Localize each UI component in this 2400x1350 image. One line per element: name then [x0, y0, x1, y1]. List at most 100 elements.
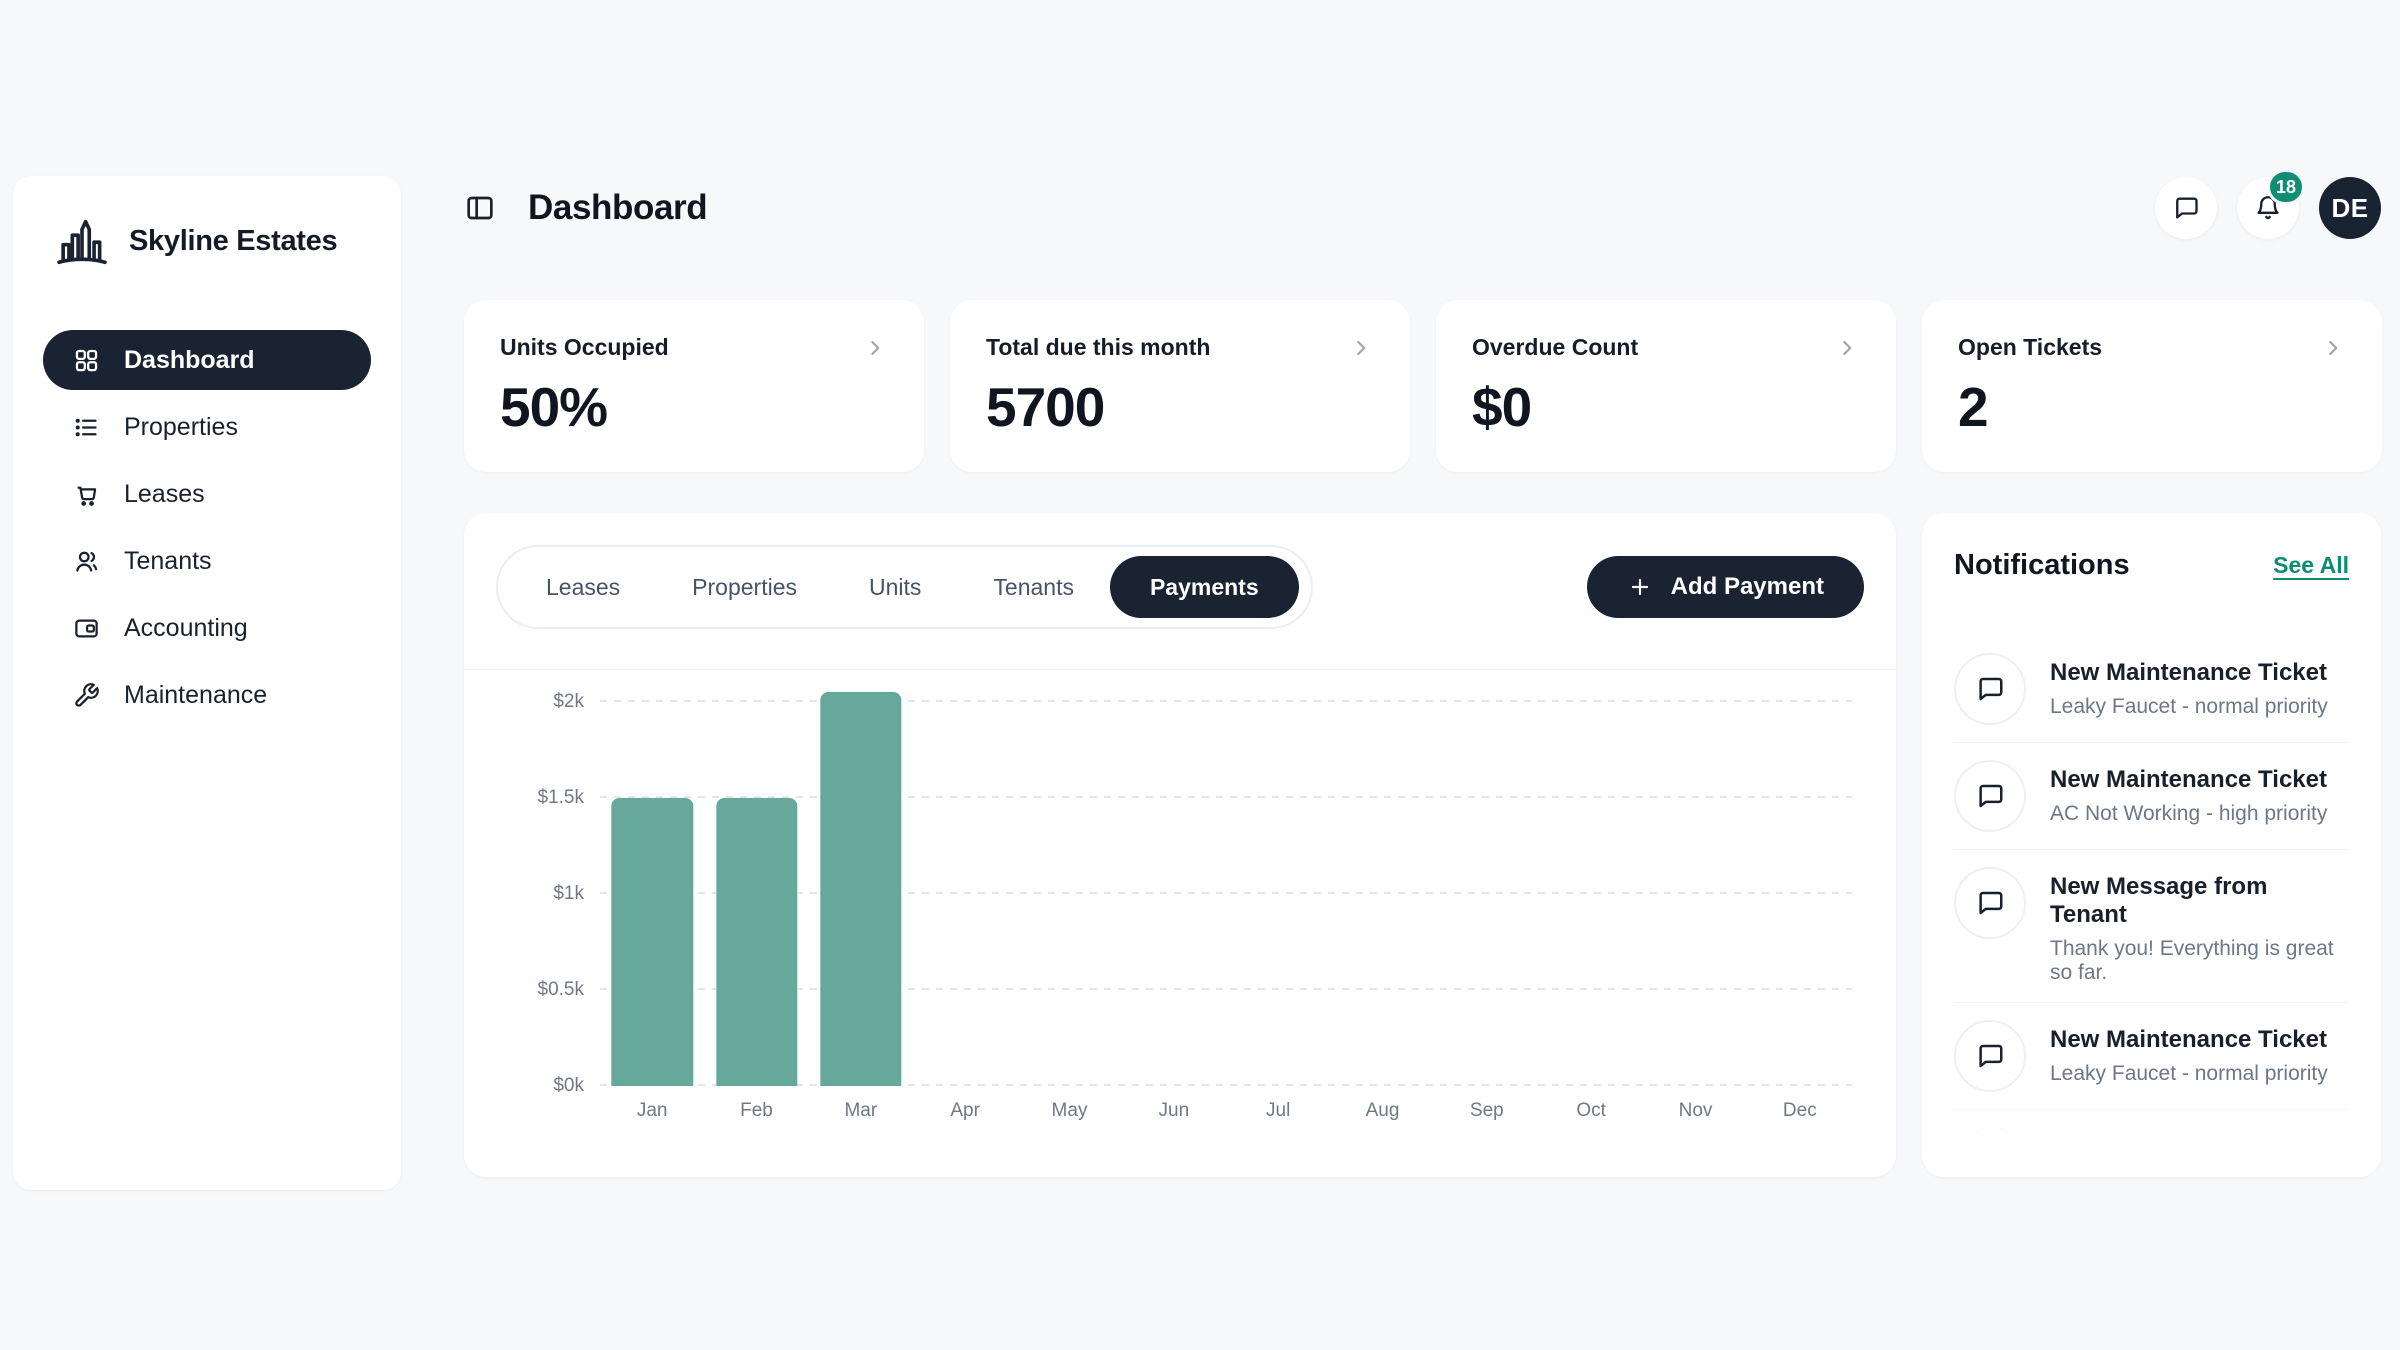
sidebar-item-properties[interactable]: Properties: [43, 397, 371, 457]
stat-value: 50%: [500, 376, 608, 438]
tab-properties[interactable]: Properties: [692, 573, 797, 600]
sidebar-item-tenants[interactable]: Tenants: [43, 531, 371, 591]
user-avatar[interactable]: DE: [2319, 177, 2381, 239]
users-icon: [73, 548, 100, 575]
stat-label: Units Occupied: [500, 334, 669, 360]
tab-units[interactable]: Units: [869, 573, 922, 600]
x-axis-tick-label: Apr: [950, 1100, 980, 1121]
chart-gridline: [600, 891, 1852, 894]
messages-button[interactable]: [2155, 177, 2217, 239]
y-axis-tick-label: $0.5k: [537, 978, 584, 1000]
x-axis-tick-label: Jun: [1158, 1100, 1190, 1121]
y-axis-tick-label: $1k: [553, 882, 584, 904]
notification-subtitle: Leaky Faucet - normal priority: [2050, 695, 2328, 718]
skyline-buildings-icon: [53, 212, 111, 270]
notification-item[interactable]: New Message from Tenant Thank you! Everyt…: [1954, 850, 2349, 1003]
stat-cards-row: Units Occupied 50% Total due this month 570…: [464, 300, 2382, 472]
sidebar-nav: Dashboard Properties Leases Tenants Accounti…: [43, 330, 371, 725]
payments-bar-chart: $0k $0.5k $1k $1.5k $2k: [538, 691, 1852, 1096]
x-axis-tick-label: Aug: [1365, 1100, 1400, 1121]
wrench-icon: [73, 682, 100, 709]
notification-texts: New Message from Tenant Thank you! Everyt…: [2050, 867, 2349, 985]
notification-texts: New Maintenance Ticket Leaky Faucet - nor…: [2050, 653, 2328, 719]
notification-item[interactable]: New Maintenance Ticket Leaky Faucet - nor…: [1954, 1003, 2349, 1110]
chat-bubble-icon: [1954, 1020, 2026, 1092]
chat-bubble-icon: [2172, 194, 2200, 222]
stat-label: Total due this month: [986, 334, 1211, 360]
chart-gridline: [600, 987, 1852, 990]
chevron-right-icon: [2320, 335, 2346, 361]
bar-mar: [820, 692, 902, 1086]
notification-count-badge: 18: [2266, 169, 2305, 205]
sidebar-item-maintenance[interactable]: Maintenance: [43, 665, 371, 725]
stat-card-header: Overdue Count: [1472, 334, 1860, 361]
sidebar-item-label: Tenants: [124, 546, 212, 575]
card-toolbar: Leases Properties Units Tenants Payments Add…: [496, 545, 1864, 629]
tab-tenants[interactable]: Tenants: [993, 573, 1074, 600]
notification-item[interactable]: New Maintenance Ticket Leaky Faucet - nor…: [1954, 636, 2349, 743]
tab-leases[interactable]: Leases: [546, 573, 621, 600]
see-all-link[interactable]: See All: [2273, 552, 2349, 578]
wallet-icon: [73, 615, 100, 642]
sidebar-item-leases[interactable]: Leases: [43, 464, 371, 524]
sidebar-item-label: Properties: [124, 412, 238, 441]
sidebar: Skyline Estates Dashboard Properties Lease…: [13, 176, 401, 1190]
notifications-title: Notifications: [1954, 549, 2130, 581]
chat-bubble-icon: [1954, 1127, 2026, 1177]
app-logo: Skyline Estates: [43, 212, 371, 270]
notification-item[interactable]: [1954, 1110, 2349, 1177]
chevron-right-icon: [862, 335, 888, 361]
y-axis-tick-label: $0k: [553, 1075, 584, 1096]
x-axis-tick-label: Jan: [636, 1100, 668, 1121]
y-axis-tick-label: $2k: [553, 690, 584, 712]
notifications-button[interactable]: 18: [2237, 169, 2305, 239]
stat-card-total-due-this-month[interactable]: Total due this month 5700: [950, 300, 1410, 472]
chevron-right-icon: [1834, 335, 1860, 361]
add-payment-button[interactable]: Add Payment: [1586, 556, 1864, 618]
sidebar-item-dashboard[interactable]: Dashboard: [43, 330, 371, 390]
cart-icon: [73, 481, 100, 508]
notification-title: New Maintenance Ticket: [2050, 766, 2327, 793]
chart-gridline: [600, 795, 1852, 798]
notifications-header: Notifications See All: [1954, 549, 2349, 582]
toolbar-divider: [464, 669, 1896, 670]
chart-gridline: [600, 699, 1852, 702]
stat-card-header: Total due this month: [986, 334, 1374, 361]
stat-card-open-tickets[interactable]: Open Tickets 2: [1922, 300, 2382, 472]
sidebar-item-accounting[interactable]: Accounting: [43, 598, 371, 658]
bar-feb: [715, 797, 798, 1086]
x-axis-tick-label: Mar: [844, 1100, 878, 1121]
tab-payments[interactable]: Payments: [1109, 556, 1299, 618]
header: Dashboard 18 DE: [464, 169, 2381, 240]
stat-label: Open Tickets: [1958, 334, 2103, 360]
stat-card-units-occupied[interactable]: Units Occupied 50%: [464, 300, 924, 472]
notification-title: New Maintenance Ticket: [2050, 1026, 2327, 1053]
x-axis-tick-label: May: [1051, 1100, 1088, 1121]
bell-icon: [2254, 194, 2282, 222]
stat-value: 2: [1958, 376, 1989, 438]
sidebar-toggle-button[interactable]: [464, 191, 498, 225]
add-payment-label: Add Payment: [1670, 573, 1824, 600]
notification-texts: New Maintenance Ticket AC Not Working - h…: [2050, 760, 2327, 826]
plus-icon: [1627, 574, 1653, 600]
stat-value: $0: [1472, 376, 1532, 438]
stat-value: 5700: [986, 376, 1105, 438]
notification-item[interactable]: New Maintenance Ticket AC Not Working - h…: [1954, 743, 2349, 850]
x-axis-tick-label: Nov: [1678, 1100, 1713, 1121]
chevron-right-icon: [1348, 335, 1374, 361]
stat-card-overdue-count[interactable]: Overdue Count $0: [1436, 300, 1896, 472]
notification-subtitle: Leaky Faucet - normal priority: [2050, 1062, 2328, 1085]
grid-icon: [73, 347, 100, 374]
notification-title: New Message from Tenant: [2050, 873, 2268, 928]
stat-card-header: Open Tickets: [1958, 334, 2346, 361]
x-axis-tick-label: Dec: [1782, 1100, 1817, 1121]
chat-bubble-icon: [1954, 653, 2026, 725]
x-axis-tick-label: Jul: [1266, 1100, 1291, 1121]
list-icon: [73, 414, 100, 441]
x-axis-tick-label: Oct: [1576, 1100, 1606, 1121]
x-axis-tick-label: Feb: [740, 1100, 773, 1121]
page-title: Dashboard: [528, 188, 708, 227]
app-name: Skyline Estates: [129, 224, 338, 257]
notification-texts: New Maintenance Ticket Leaky Faucet - nor…: [2050, 1020, 2328, 1086]
